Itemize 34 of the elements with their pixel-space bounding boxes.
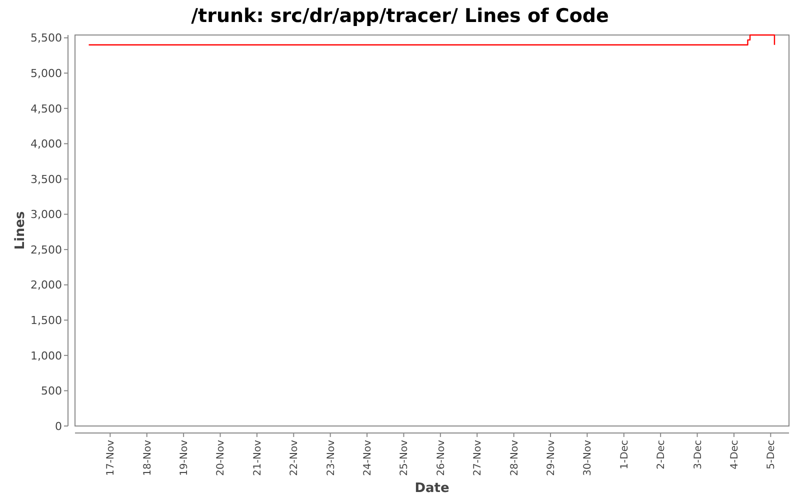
x-tick-label: 21-Nov	[252, 440, 264, 476]
x-tick-label: 19-Nov	[179, 440, 190, 476]
y-tick-label: 5,000	[30, 66, 62, 80]
x-tick-label: 28-Nov	[509, 440, 520, 476]
x-tick-label: 20-Nov	[216, 440, 227, 476]
y-tick-label: 4,000	[30, 138, 62, 151]
x-tick-label: 4-Dec	[729, 440, 740, 470]
x-tick-label: 30-Nov	[582, 440, 594, 476]
x-tick-label: 26-Nov	[436, 440, 447, 476]
y-tick-label: 3,500	[30, 172, 62, 186]
x-tick-label: 23-Nov	[326, 440, 337, 476]
x-tick-label: 27-Nov	[472, 440, 484, 476]
x-tick-label: 25-Nov	[399, 440, 410, 476]
y-tick-label: 3,000	[30, 208, 62, 222]
x-tick-label: 3-Dec	[692, 440, 704, 470]
y-tick-label: 5,500	[30, 32, 62, 45]
y-tick-label: 500	[41, 384, 62, 398]
x-tick-label: 24-Nov	[362, 440, 374, 476]
chart-title: /trunk: src/dr/app/tracer/ Lines of Code	[191, 5, 609, 27]
x-tick-label: 18-Nov	[142, 440, 154, 476]
y-axis-title: Lines	[13, 210, 28, 250]
x-tick-label: 5-Dec	[766, 440, 778, 470]
x-tick-label: 1-Dec	[619, 440, 630, 470]
y-tick-label: 4,500	[30, 102, 62, 116]
y-tick-label: 1,500	[30, 314, 62, 327]
y-tick-label: 2,000	[30, 278, 62, 292]
x-axis-title: Date	[414, 481, 450, 496]
x-tick-label: 22-Nov	[289, 440, 300, 476]
y-tick-label: 2,500	[30, 243, 62, 256]
y-tick-label: 1,000	[30, 349, 62, 362]
x-tick-label: 17-Nov	[106, 440, 117, 476]
x-tick-label: 2-Dec	[656, 440, 668, 470]
y-tick-label: 0	[55, 420, 62, 433]
x-tick-label: 29-Nov	[546, 440, 557, 476]
